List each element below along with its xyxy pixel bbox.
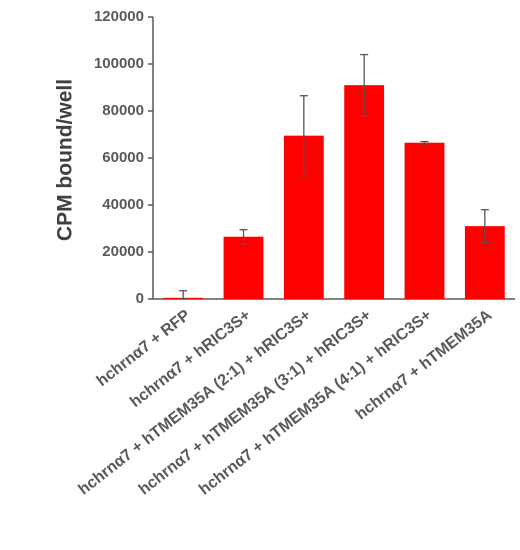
y-tick-label: 0 [136, 290, 144, 307]
bar [404, 142, 445, 299]
y-tick-label: 80000 [102, 102, 144, 119]
error-bar [420, 140, 429, 145]
y-tick-label: 20000 [102, 243, 144, 260]
y-tick-label: 60000 [102, 149, 144, 166]
y-tick-label: 40000 [102, 196, 144, 213]
error-bar [239, 229, 248, 245]
y-tick-label: 120000 [94, 8, 144, 25]
error-bar [299, 95, 308, 177]
error-bar [480, 209, 489, 244]
error-bar [360, 53, 369, 117]
error-bar [179, 290, 188, 300]
bar [344, 85, 385, 300]
y-tick-label: 100000 [94, 55, 144, 72]
x-tick-label: hchrnα7 + hTMEM35A (2:1) + hRIC3S+ [76, 307, 315, 499]
bar [223, 236, 264, 299]
y-axis-label: CPM bound/well [54, 79, 77, 241]
